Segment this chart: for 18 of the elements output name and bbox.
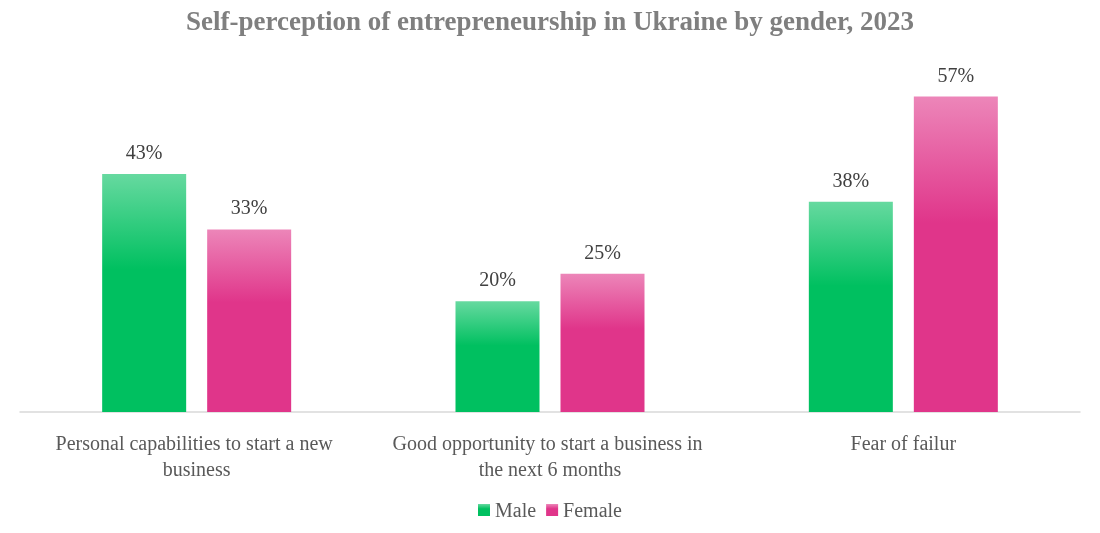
bar <box>560 273 645 412</box>
x-tick-label: Personal capabilities to start a new business <box>55 432 338 480</box>
bar <box>808 201 893 412</box>
bar <box>102 174 187 412</box>
data-label: 57% <box>937 63 975 86</box>
data-label: 33% <box>230 196 268 219</box>
legend-label: Male <box>495 499 537 521</box>
x-tick-label: Fear of failur <box>850 432 957 454</box>
bar <box>207 229 292 412</box>
data-label: 20% <box>479 268 516 291</box>
x-tick-label: Good opportunity to start a business in the next 6 months <box>392 432 708 480</box>
bar <box>455 301 540 412</box>
data-label: 43% <box>125 141 163 164</box>
chart-title: Self-perception of entrepreneurship in Ukraine by gender, 2023 <box>185 5 915 36</box>
data-label: 38% <box>832 168 870 191</box>
bar <box>913 96 998 412</box>
legend-label: Female <box>563 499 623 521</box>
data-label: 25% <box>584 240 621 263</box>
